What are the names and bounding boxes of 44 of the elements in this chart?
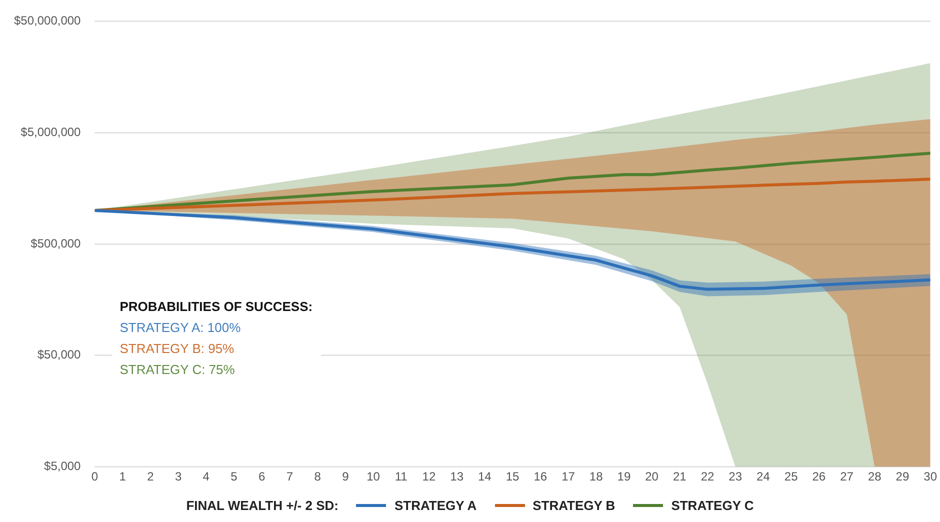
x-tick-label: 11	[394, 469, 408, 484]
x-tick-label: 0	[91, 469, 98, 484]
x-tick-label: 30	[924, 469, 938, 484]
x-tick-label: 23	[728, 469, 742, 484]
y-tick-label: $50,000,000	[14, 14, 82, 28]
x-tick-label: 8	[314, 469, 322, 484]
x-tick-label: 24	[756, 469, 770, 484]
x-tick-label: 5	[230, 469, 238, 484]
x-tick-label: 1	[119, 469, 126, 484]
y-tick-label: $50,000	[37, 348, 82, 362]
x-tick-label: 13	[450, 469, 464, 484]
x-tick-label: 4	[202, 469, 210, 484]
x-tick-label: 17	[562, 469, 576, 484]
x-tick-label: 15	[506, 469, 520, 484]
x-tick-label: 21	[672, 469, 687, 484]
x-tick-label: 14	[478, 469, 492, 484]
y-tick-label: $500,000	[30, 236, 82, 250]
legend-label: STRATEGY A	[394, 498, 477, 512]
x-tick-label: 29	[896, 469, 910, 484]
x-tick-label: 22	[700, 469, 714, 484]
x-tick-label: 12	[422, 469, 436, 484]
annotation: STRATEGY A: 100%	[120, 319, 242, 338]
x-tick-label: 19	[617, 469, 631, 484]
y-tick-label: $5,000	[44, 459, 82, 474]
x-tick-label: 28	[868, 469, 882, 484]
legend-label: STRATEGY B	[532, 498, 616, 512]
x-tick-label: 20	[645, 469, 659, 484]
x-tick-label: 26	[812, 469, 826, 484]
x-tick-label: 3	[174, 469, 182, 484]
x-tick-label: 6	[258, 469, 266, 484]
legend-label: STRATEGY C	[671, 498, 754, 512]
x-tick-label: 16	[534, 469, 548, 484]
annotation: STRATEGY C: 75%	[120, 361, 236, 380]
annotation: STRATEGY B: 95%	[120, 340, 236, 358]
x-tick-label: 18	[589, 469, 604, 484]
x-tick-label: 27	[840, 469, 854, 484]
y-tick-label: $5,000,000	[20, 124, 82, 139]
x-tick-label: 7	[286, 469, 294, 484]
x-tick-label: 10	[366, 469, 380, 484]
x-tick-label: 9	[342, 469, 350, 484]
annotation: PROBABILITIES OF SUCCESS:	[120, 298, 313, 316]
x-tick-label: 25	[784, 469, 798, 484]
x-tick-label: 2	[147, 469, 154, 484]
legend-title: FINAL WEALTH +/- 2 SD:	[186, 498, 338, 512]
